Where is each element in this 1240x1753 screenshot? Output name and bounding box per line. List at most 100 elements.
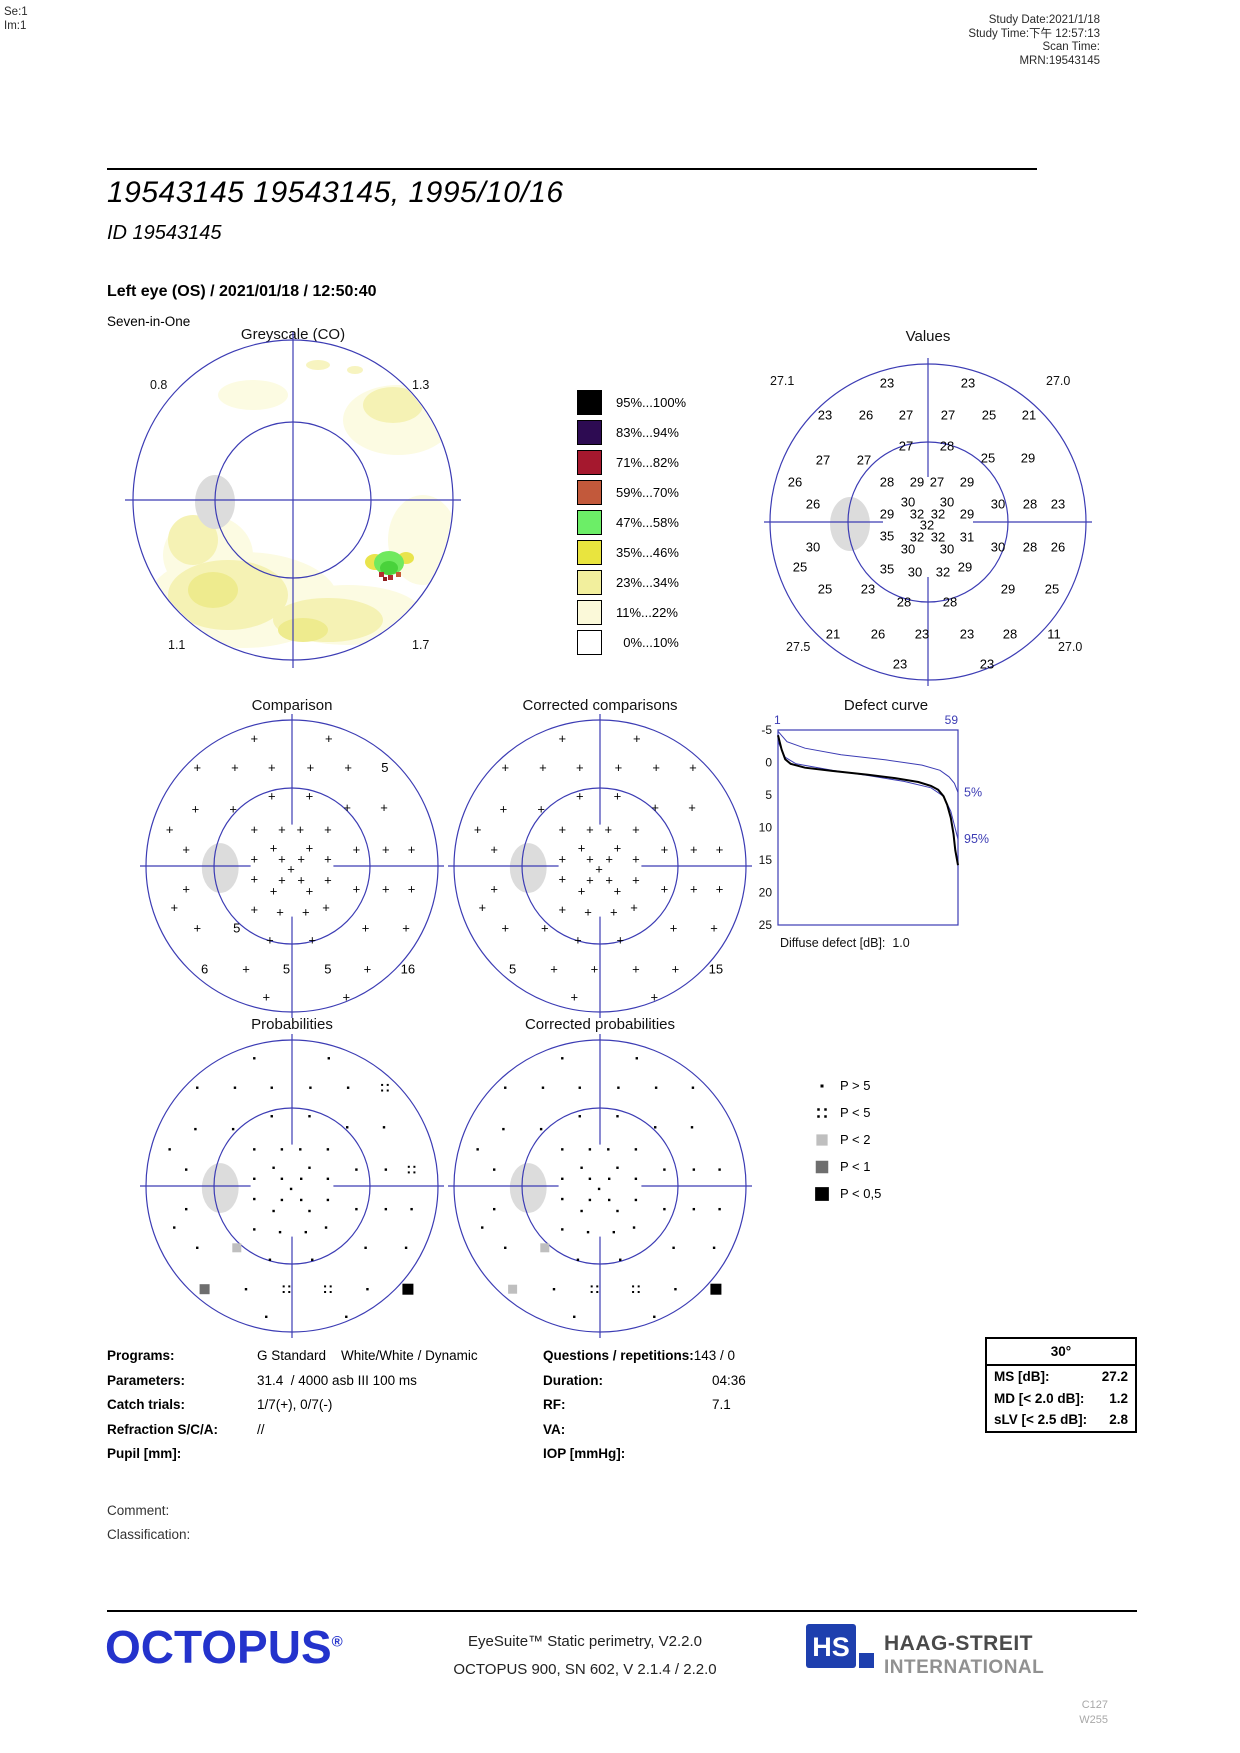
svg-text:+: + <box>716 842 724 857</box>
svg-text:29: 29 <box>880 507 894 522</box>
svg-text:30: 30 <box>806 540 820 555</box>
defect-curve-title: Defect curve <box>843 697 929 714</box>
parameter-value: 143 / 0 <box>693 1348 736 1363</box>
svg-text:32: 32 <box>920 518 934 533</box>
parameter-value: G Standard White/White / Dynamic <box>257 1348 478 1363</box>
svg-text:+: + <box>537 802 545 817</box>
svg-text:+: + <box>576 760 584 775</box>
svg-text:+: + <box>250 851 258 866</box>
svg-text:30: 30 <box>940 495 954 510</box>
brand-name: HAAG-STREIT <box>884 1632 1033 1655</box>
svg-text:16: 16 <box>401 962 415 977</box>
svg-text:32: 32 <box>931 530 945 545</box>
parameter-value: 7.1 <box>712 1397 731 1412</box>
svg-text:+: + <box>689 760 697 775</box>
svg-text:+: + <box>262 989 270 1004</box>
svg-text:+: + <box>616 932 624 947</box>
svg-text:+: + <box>558 851 566 866</box>
svg-text:+: + <box>595 861 603 876</box>
probability-legend-label: P < 1 <box>840 1159 871 1174</box>
greyscale-legend-label: 71%...82% <box>616 454 679 470</box>
svg-text:+: + <box>558 731 566 746</box>
svg-text:+: + <box>380 800 388 815</box>
svg-text:+: + <box>478 900 486 915</box>
series-number: Se:1 <box>4 6 28 18</box>
svg-text:+: + <box>193 920 201 935</box>
svg-text:15: 15 <box>709 962 723 977</box>
svg-text:23: 23 <box>961 376 975 391</box>
svg-text:+: + <box>591 962 599 977</box>
parameter-label: Catch trials: <box>107 1397 186 1412</box>
parameter-row: Duration: 04:36 <box>543 1373 873 1398</box>
svg-text:25: 25 <box>981 451 995 466</box>
svg-text:32: 32 <box>910 530 924 545</box>
svg-text:+: + <box>614 789 622 804</box>
svg-text:+: + <box>584 905 592 920</box>
title-divider <box>107 168 1037 170</box>
greyscale-legend-label: 11%...22% <box>616 604 678 620</box>
sq2-symbol-icon <box>812 1131 832 1149</box>
probability-legend-row: P < 2 <box>812 1126 881 1153</box>
svg-text:+: + <box>574 932 582 947</box>
stats-rows: MS [dB]: 27.2 MD [< 2.0 dB]: 1.2 sLV [< 2.5 … <box>987 1366 1135 1431</box>
svg-text:25: 25 <box>818 582 832 597</box>
parameter-value: 31.4 / 4000 asb III 100 ms <box>257 1372 417 1388</box>
svg-text:+: + <box>278 872 286 887</box>
octopus-logo-text: OCTOPUS <box>105 1621 332 1673</box>
study-info-line: Study Date:2021/1/18 <box>988 14 1100 26</box>
greyscale-legend-row: 0%...10% <box>577 627 686 657</box>
greyscale-legend-label: 83%...94% <box>616 424 679 440</box>
brand-subtitle: INTERNATIONAL <box>884 1657 1045 1678</box>
parameter-value: 04:36 <box>712 1372 746 1388</box>
values-corner-tl: 27.1 <box>770 374 795 388</box>
greyscale-legend-swatch <box>577 389 602 415</box>
octopus-logo: OCTOPUS® <box>105 1620 343 1674</box>
svg-text:+: + <box>343 800 351 815</box>
registered-mark: ® <box>331 1633 343 1651</box>
svg-text:29: 29 <box>960 475 974 490</box>
svg-text:+: + <box>325 731 333 746</box>
greyscale-legend-swatch <box>577 569 602 595</box>
svg-text:+: + <box>578 840 586 855</box>
svg-text:+: + <box>661 882 669 897</box>
values-corner-tr: 27.0 <box>1046 374 1071 388</box>
svg-text:25: 25 <box>759 918 773 932</box>
view-label: Seven-in-One <box>107 314 191 329</box>
greyscale-legend-swatch <box>577 479 602 505</box>
svg-text:0: 0 <box>765 756 772 770</box>
parameter-value: // <box>257 1421 265 1437</box>
svg-text:5: 5 <box>283 962 290 977</box>
stats-label: sLV [< 2.5 dB]: <box>994 1412 1088 1427</box>
parameter-row: Pupil [mm]: <box>107 1446 547 1471</box>
greyscale-legend-label: 35%...46% <box>616 544 679 560</box>
svg-text:27: 27 <box>899 439 913 454</box>
svg-text:29: 29 <box>910 475 924 490</box>
svg-text:+: + <box>632 851 640 866</box>
svg-text:+: + <box>651 800 659 815</box>
svg-text:+: + <box>229 802 237 817</box>
patient-id: ID 19543145 <box>107 222 222 244</box>
svg-text:+: + <box>342 989 350 1004</box>
svg-text:+: + <box>586 851 594 866</box>
svg-text:+: + <box>578 884 586 899</box>
svg-text:+: + <box>192 802 200 817</box>
comment-label: Comment: <box>107 1503 170 1518</box>
greyscale-legend-swatch <box>577 629 602 655</box>
svg-text:28: 28 <box>1023 540 1037 555</box>
svg-text:HS: HS <box>812 1632 850 1662</box>
svg-text:23: 23 <box>915 627 929 642</box>
study-info-line: MRN:19543145 <box>1019 54 1100 67</box>
classification-label: Classification: <box>107 1527 191 1542</box>
svg-text:28: 28 <box>940 439 954 454</box>
svg-text:28: 28 <box>897 595 911 610</box>
sq05-symbol-icon <box>812 1185 832 1203</box>
svg-text:20: 20 <box>759 886 773 900</box>
svg-text:26: 26 <box>806 497 820 512</box>
svg-text:+: + <box>166 822 174 837</box>
svg-text:+: + <box>661 842 669 857</box>
greyscale-legend-row: 47%...58% <box>577 507 686 537</box>
svg-text:21: 21 <box>1022 408 1036 423</box>
parameter-label: Programs: <box>107 1348 175 1363</box>
greyscale-legend-row: 83%...94% <box>577 417 686 447</box>
svg-text:+: + <box>268 760 276 775</box>
